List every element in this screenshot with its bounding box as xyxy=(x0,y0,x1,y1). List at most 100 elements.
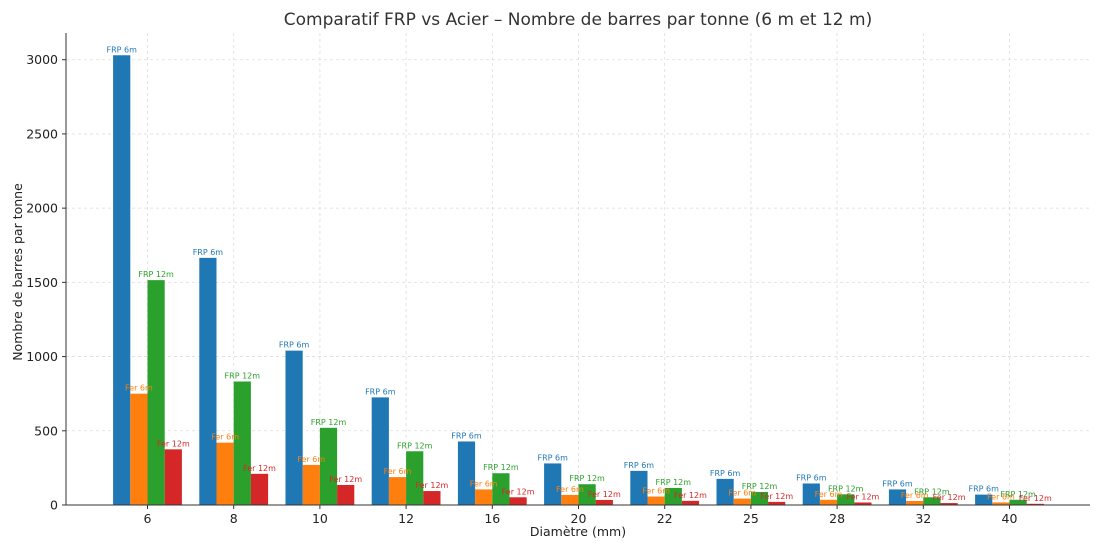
bar-label: Fer 6m xyxy=(815,490,843,499)
bar xyxy=(130,393,148,505)
bar xyxy=(595,499,613,505)
bar xyxy=(319,427,338,505)
bar-label: FRP 6m xyxy=(624,461,655,470)
x-tick-label: 28 xyxy=(829,511,845,526)
bar xyxy=(561,494,579,505)
bar-label: Fer 6m xyxy=(470,479,498,488)
bar xyxy=(578,484,596,505)
grid-layer xyxy=(66,33,1090,506)
y-tick-label: 1500 xyxy=(26,275,58,290)
bar-label: FRP 6m xyxy=(796,473,827,482)
bar xyxy=(992,502,1010,505)
bar xyxy=(923,497,941,505)
bar-label: Fer 12m xyxy=(243,464,276,473)
bar xyxy=(509,497,527,505)
bar-label: FRP 6m xyxy=(537,453,568,462)
bar xyxy=(664,487,682,505)
bar-label: Fer 12m xyxy=(157,439,190,448)
bar-label: FRP 12m xyxy=(311,418,347,427)
bar xyxy=(388,477,407,505)
bar xyxy=(457,441,476,505)
bars-layer xyxy=(113,55,1044,505)
bar-label: FRP 12m xyxy=(742,482,778,491)
bar-label: Fer 12m xyxy=(933,493,966,502)
bar-label: Fer 12m xyxy=(760,492,793,501)
bar-label: Fer 6m xyxy=(384,467,412,476)
bar-label: FRP 12m xyxy=(1000,490,1036,499)
bar xyxy=(423,491,441,505)
x-tick-label: 32 xyxy=(915,511,931,526)
bar-label: FRP 6m xyxy=(968,485,999,494)
bar-label: Fer 12m xyxy=(329,475,362,484)
bar xyxy=(940,503,958,505)
bar-label: FRP 6m xyxy=(882,479,913,488)
bar-label: FRP 12m xyxy=(397,441,433,450)
bar-label: Fer 6m xyxy=(642,487,670,496)
bar xyxy=(802,483,820,505)
y-axis-label: Nombre de barres par tonne xyxy=(10,183,25,361)
bar xyxy=(768,501,786,505)
chart-title: Comparatif FRP vs Acier – Nombre de barr… xyxy=(284,10,872,30)
x-tick-label: 10 xyxy=(312,511,328,526)
y-tick-label: 3000 xyxy=(26,52,58,67)
bar-label: Fer 12m xyxy=(415,481,448,490)
bar xyxy=(544,463,562,505)
x-tick-label: 8 xyxy=(230,511,238,526)
x-tick-label: 16 xyxy=(484,511,500,526)
bar xyxy=(630,470,648,505)
bar xyxy=(147,280,165,505)
bar xyxy=(681,500,700,505)
bar xyxy=(302,464,320,505)
bar xyxy=(906,500,924,505)
bar-label: Fer 6m xyxy=(556,485,584,494)
bar-label: Fer 6m xyxy=(125,384,153,393)
bar xyxy=(733,498,751,505)
x-tick-label: 12 xyxy=(398,511,414,526)
x-tick-label: 22 xyxy=(657,511,673,526)
bar-label: FRP 12m xyxy=(569,474,605,483)
bar xyxy=(1009,499,1027,505)
bar-label: Fer 12m xyxy=(502,487,535,496)
bar-label: Fer 6m xyxy=(297,455,325,464)
bar xyxy=(371,397,389,505)
bar xyxy=(716,478,734,505)
bar-label: FRP 6m xyxy=(451,431,482,440)
bar xyxy=(233,381,251,505)
bar-label: FRP 6m xyxy=(365,387,396,396)
y-tick-label: 2000 xyxy=(26,201,58,216)
bar-label: FRP 6m xyxy=(279,341,310,350)
bar xyxy=(285,350,303,505)
bar xyxy=(337,484,355,505)
x-tick-label: 25 xyxy=(743,511,759,526)
y-tick-label: 0 xyxy=(50,498,58,513)
bar xyxy=(492,473,510,505)
bar-label: FRP 12m xyxy=(225,372,261,381)
bar-label: FRP 12m xyxy=(483,463,519,472)
bar xyxy=(975,494,993,505)
bar-label: FRP 12m xyxy=(828,484,864,493)
bar xyxy=(250,473,269,505)
bar xyxy=(837,494,855,505)
bar xyxy=(750,491,769,505)
bar-label: Fer 12m xyxy=(1019,494,1052,503)
bar xyxy=(888,489,907,505)
bar-label: Fer 12m xyxy=(846,492,879,501)
y-tick-label: 1000 xyxy=(26,349,58,364)
bar-label: FRP 6m xyxy=(193,248,224,257)
bar xyxy=(406,451,424,505)
bar-label: FRP 12m xyxy=(914,487,950,496)
y-tick-label: 2500 xyxy=(26,126,58,141)
y-tick-label: 500 xyxy=(34,423,58,438)
x-tick-label: 40 xyxy=(1002,511,1018,526)
bar-label: FRP 12m xyxy=(656,478,692,487)
x-axis-label: Diamètre (mm) xyxy=(530,524,626,539)
bar xyxy=(113,55,131,505)
bar-label: Fer 6m xyxy=(987,492,1015,501)
bar-label: Fer 12m xyxy=(674,491,707,500)
bar-label: Fer 6m xyxy=(901,491,929,500)
bar-label: Fer 12m xyxy=(588,490,621,499)
bar xyxy=(475,489,493,505)
bar xyxy=(199,257,217,505)
